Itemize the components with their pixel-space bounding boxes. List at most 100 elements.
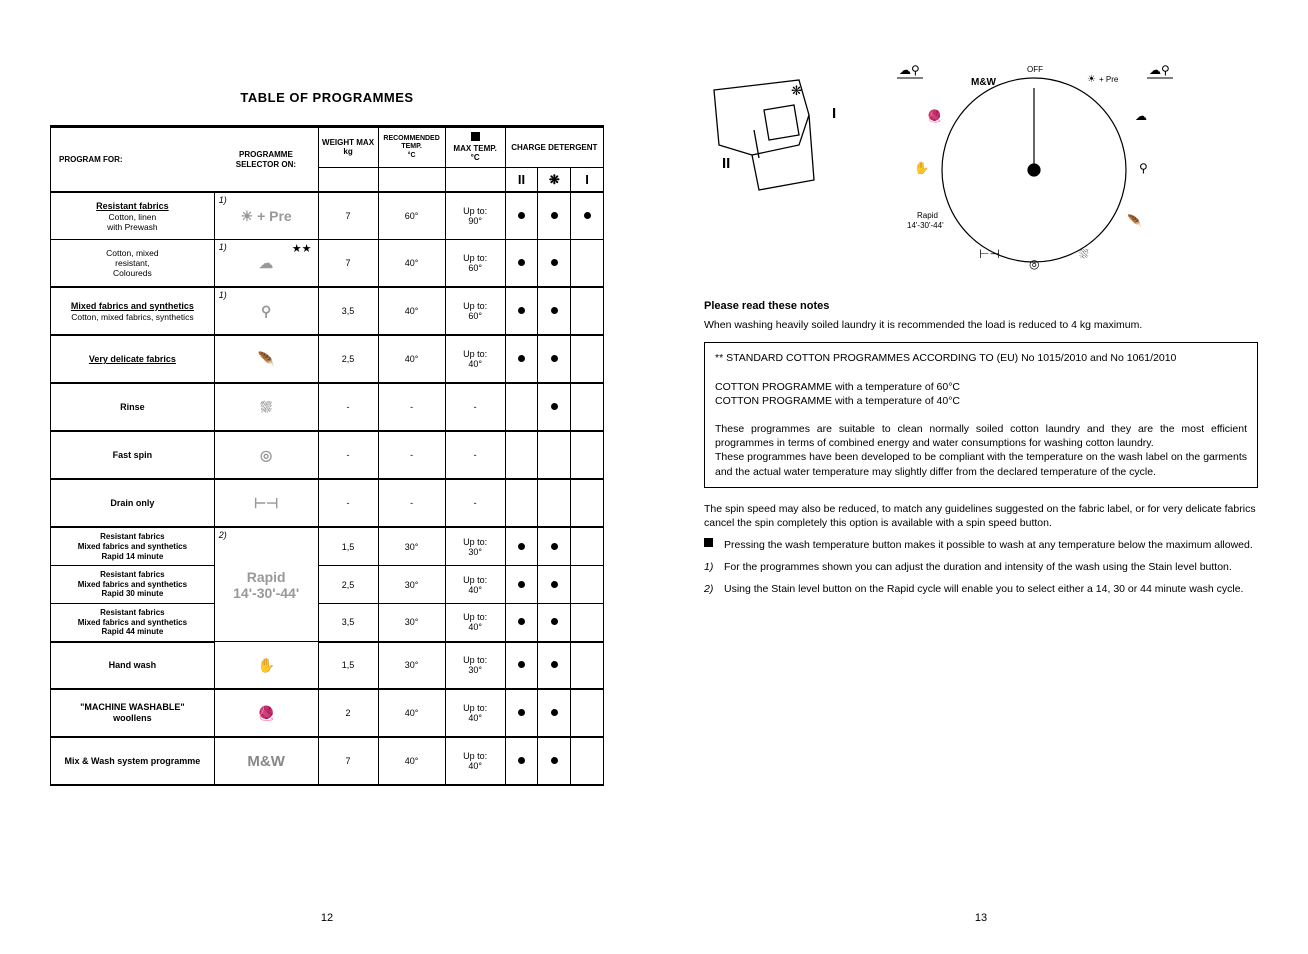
- value-cell: -: [318, 431, 378, 479]
- detergent-cell: [505, 335, 538, 383]
- svg-text:+ Pre: + Pre: [1099, 75, 1119, 84]
- selector-cell: ◎: [214, 431, 318, 479]
- program-name-cell: Cotton, mixedresistant,Coloureds: [51, 240, 215, 288]
- selector-cell: 1)⚲: [214, 287, 318, 335]
- value-cell: 40°: [378, 335, 445, 383]
- value-cell: 7: [318, 737, 378, 785]
- box-line-4: These programmes are suitable to clean n…: [715, 422, 1247, 450]
- value-cell: -: [378, 479, 445, 527]
- selector-cell: M&W: [214, 737, 318, 785]
- detergent-cell: [505, 527, 538, 565]
- dot-icon: [518, 307, 525, 314]
- dot-icon: [518, 661, 525, 668]
- value-cell: 7: [318, 240, 378, 288]
- detergent-cell: [571, 566, 604, 604]
- hdr-program: PROGRAM FOR:: [51, 127, 215, 193]
- square-bullet-icon: [704, 538, 713, 547]
- value-cell: 30°: [378, 642, 445, 690]
- value-cell: 2,5: [318, 566, 378, 604]
- note-1-marker: 1): [704, 560, 713, 574]
- detergent-cell: [505, 383, 538, 431]
- box-line-3: COTTON PROGRAMME with a temperature of 4…: [715, 394, 1247, 408]
- table-row: Drain only⊢⊣---: [51, 479, 604, 527]
- table-row: Mixed fabrics and syntheticsCotton, mixe…: [51, 287, 604, 335]
- selector-cell: ✋: [214, 642, 318, 690]
- value-cell: 40°: [378, 287, 445, 335]
- detergent-cell: [571, 737, 604, 785]
- detergent-cell: [505, 689, 538, 737]
- value-cell: Up to:90°: [445, 192, 505, 240]
- program-name-cell: Resistant fabricsMixed fabrics and synth…: [51, 603, 215, 641]
- value-cell: Up to:40°: [445, 689, 505, 737]
- dot-icon: [518, 259, 525, 266]
- eu-standards-box: ** STANDARD COTTON PROGRAMMES ACCORDING …: [704, 342, 1258, 488]
- value-cell: -: [378, 383, 445, 431]
- dot-icon: [518, 543, 525, 550]
- value-cell: 30°: [378, 603, 445, 641]
- value-cell: Up to:40°: [445, 335, 505, 383]
- svg-text:☀: ☀: [1087, 74, 1096, 85]
- value-cell: Up to:60°: [445, 240, 505, 288]
- table-row: "MACHINE WASHABLE"woollens🧶240°Up to:40°: [51, 689, 604, 737]
- hdr-compartment-softener: ❋: [538, 167, 571, 192]
- detergent-cell: [505, 642, 538, 690]
- detergent-cell: [571, 192, 604, 240]
- dot-icon: [551, 403, 558, 410]
- table-row: Fast spin◎---: [51, 431, 604, 479]
- box-line-1: ** STANDARD COTTON PROGRAMMES ACCORDING …: [715, 351, 1247, 365]
- detergent-cell: [571, 479, 604, 527]
- table-row: Resistant fabricsMixed fabrics and synth…: [51, 527, 604, 565]
- note-2: 2) Using the Stain level button on the R…: [704, 582, 1258, 596]
- program-name-cell: Resistant fabricsMixed fabrics and synth…: [51, 527, 215, 565]
- value-cell: 2,5: [318, 335, 378, 383]
- detergent-cell: [538, 383, 571, 431]
- table-row: Cotton, mixedresistant,Coloureds1)★★☁740…: [51, 240, 604, 288]
- table-row: Resistant fabricsCotton, linenwith Prewa…: [51, 192, 604, 240]
- svg-text:M&W: M&W: [971, 77, 997, 88]
- table-row: Resistant fabricsMixed fabrics and synth…: [51, 603, 604, 641]
- dot-icon: [551, 259, 558, 266]
- dot-icon: [551, 212, 558, 219]
- detergent-cell: [538, 689, 571, 737]
- value-cell: Up to:40°: [445, 603, 505, 641]
- value-cell: 30°: [378, 527, 445, 565]
- svg-text:14'-30'-44': 14'-30'-44': [907, 221, 944, 230]
- detergent-cell: [571, 527, 604, 565]
- detergent-cell: [505, 479, 538, 527]
- svg-text:☁: ☁: [1135, 109, 1147, 123]
- selector-cell: 🪶: [214, 335, 318, 383]
- value-cell: 2: [318, 689, 378, 737]
- value-cell: Up to:30°: [445, 642, 505, 690]
- dot-icon: [518, 581, 525, 588]
- detergent-cell: [571, 240, 604, 288]
- hdr-weight: WEIGHT MAXkg: [318, 127, 378, 168]
- detergent-cell: [538, 431, 571, 479]
- detergent-cell: [538, 479, 571, 527]
- value-cell: -: [318, 383, 378, 431]
- svg-text:⛆: ⛆: [1079, 247, 1089, 261]
- value-cell: 40°: [378, 737, 445, 785]
- selector-cell: ⊢⊣: [214, 479, 318, 527]
- table-title: TABLE OF PROGRAMMES: [50, 90, 604, 105]
- program-name-cell: Fast spin: [51, 431, 215, 479]
- value-cell: 3,5: [318, 287, 378, 335]
- svg-text:⊢⊣: ⊢⊣: [979, 247, 1000, 261]
- value-cell: Up to:40°: [445, 737, 505, 785]
- detergent-cell: [505, 240, 538, 288]
- dot-icon: [551, 618, 558, 625]
- detergent-cell: [538, 603, 571, 641]
- detergent-cell: [538, 192, 571, 240]
- detergent-cell: [505, 566, 538, 604]
- value-cell: -: [318, 479, 378, 527]
- programmes-table: PROGRAM FOR: PROGRAMME SELECTOR ON: WEIG…: [50, 125, 604, 786]
- note-2-marker: 2): [704, 582, 713, 596]
- detergent-cell: [571, 642, 604, 690]
- value-cell: 7: [318, 192, 378, 240]
- detergent-cell: [571, 603, 604, 641]
- table-row: Mix & Wash system programmeM&W740°Up to:…: [51, 737, 604, 785]
- svg-text:✋: ✋: [914, 161, 929, 175]
- box-line-5: These programmes have been developed to …: [715, 450, 1247, 478]
- value-cell: 30°: [378, 566, 445, 604]
- svg-text:◎: ◎: [1029, 257, 1039, 270]
- program-name-cell: Rinse: [51, 383, 215, 431]
